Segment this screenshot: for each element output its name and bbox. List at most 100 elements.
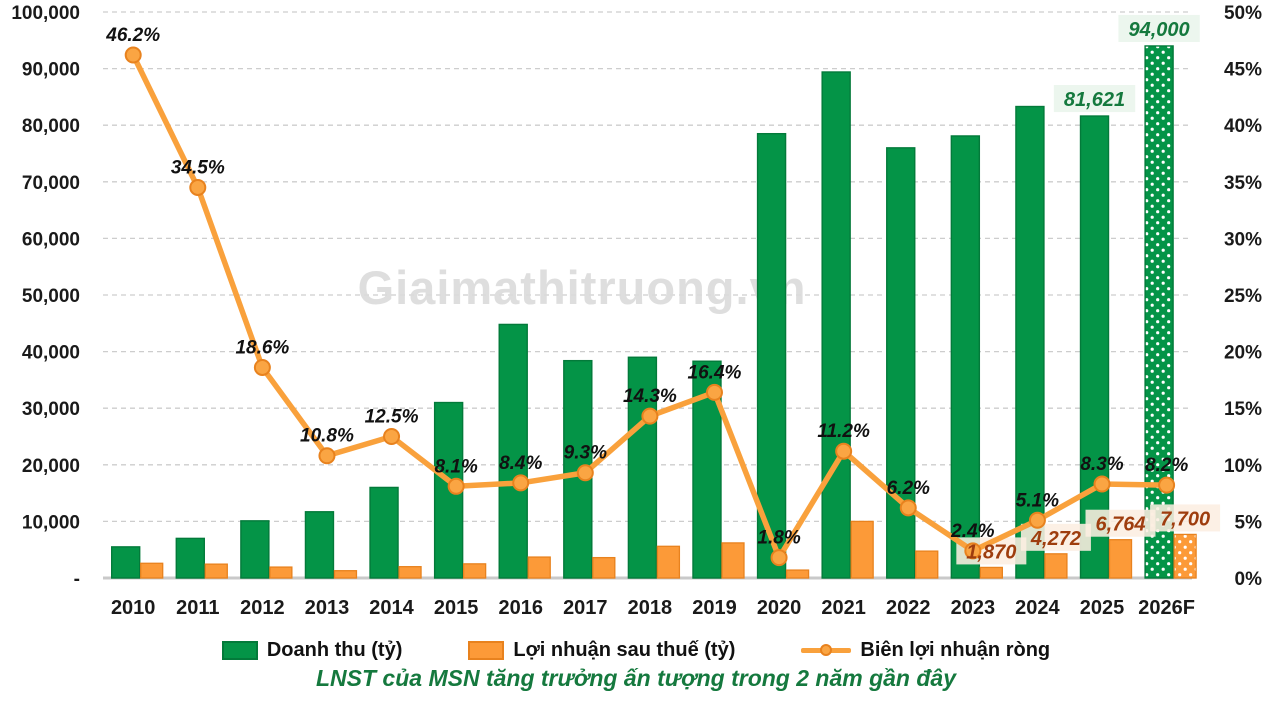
legend-item-profit: Lợi nhuận sau thuế (tỷ) <box>468 639 735 662</box>
svg-text:2024: 2024 <box>1015 597 1060 619</box>
legend-label-revenue: Doanh thu (tỷ) <box>266 638 403 661</box>
svg-text:8.3%: 8.3% <box>1080 454 1123 475</box>
svg-text:7,700: 7,700 <box>1160 508 1210 530</box>
svg-text:45%: 45% <box>1224 60 1262 81</box>
svg-text:2017: 2017 <box>563 597 608 619</box>
revenue-bar-2010 <box>110 546 141 579</box>
bar-value-labels: 81,621 94,000 1,870 4,272 6,764 7,700 <box>966 19 1210 563</box>
svg-text:10.8%: 10.8% <box>300 426 354 447</box>
svg-text:0%: 0% <box>1235 569 1263 590</box>
legend-label-margin: Biên lợi nhuận ròng <box>860 638 1051 661</box>
revenue-bar-2018 <box>627 356 658 579</box>
svg-text:10,000: 10,000 <box>22 512 80 533</box>
revenue-bar-2014 <box>369 486 399 579</box>
svg-text:35%: 35% <box>1224 173 1262 194</box>
svg-text:2015: 2015 <box>434 597 479 619</box>
svg-text:1,870: 1,870 <box>966 541 1016 563</box>
svg-text:40%: 40% <box>1224 116 1262 137</box>
profit-bar-2014 <box>398 566 422 579</box>
svg-text:2026F: 2026F <box>1138 597 1195 619</box>
revenue-bar-swatch-icon <box>221 640 258 660</box>
margin-line-points <box>124 46 1176 567</box>
profit-bar-2022 <box>915 550 939 579</box>
watermark: Giaimathitruong.vn <box>358 261 807 314</box>
svg-text:40,000: 40,000 <box>22 343 80 364</box>
svg-text:2010: 2010 <box>111 597 156 619</box>
combo-chart: - 10,000 20,000 30,000 40,000 50,000 60,000 70,… <box>11 3 1262 619</box>
bars-profit <box>140 520 1197 579</box>
svg-text:90,000: 90,000 <box>22 60 80 81</box>
x-axis-labels: 2010 2011 2012 2013 2014 2015 2016 2017 2018 2019… <box>111 597 1195 619</box>
svg-text:20,000: 20,000 <box>22 456 80 477</box>
svg-text:2014: 2014 <box>369 597 414 619</box>
profit-bar-2018 <box>656 545 681 579</box>
svg-text:-: - <box>74 569 80 590</box>
profit-bar-2021 <box>850 520 874 579</box>
revenue-bar-2012 <box>240 520 270 579</box>
svg-text:60,000: 60,000 <box>22 229 80 250</box>
profit-bar-swatch-icon <box>468 640 505 660</box>
svg-text:50,000: 50,000 <box>22 286 80 307</box>
svg-text:2025: 2025 <box>1080 597 1125 619</box>
profit-bar-2017 <box>592 556 616 579</box>
svg-text:2.4%: 2.4% <box>950 521 994 542</box>
profit-bar-2011 <box>204 563 228 579</box>
profit-bar-2026F <box>1173 533 1197 579</box>
svg-text:2012: 2012 <box>240 597 285 619</box>
svg-text:4,272: 4,272 <box>1030 528 1081 550</box>
profit-bar-2025 <box>1108 539 1133 579</box>
svg-text:6,764: 6,764 <box>1095 514 1145 536</box>
margin-line-swatch-icon <box>801 641 852 660</box>
svg-text:2013: 2013 <box>305 597 350 619</box>
revenue-bar-2020 <box>756 132 787 579</box>
profit-bar-2016 <box>527 556 551 579</box>
svg-text:5.1%: 5.1% <box>1016 490 1059 511</box>
chart-legend: Doanh thu (tỷ) Lợi nhuận sau thuế (tỷ) B… <box>0 634 1272 666</box>
bar-value-label-bg <box>956 14 1221 565</box>
profit-bar-2013 <box>333 570 358 579</box>
svg-text:2021: 2021 <box>821 597 866 619</box>
svg-text:18.6%: 18.6% <box>235 337 289 358</box>
svg-text:8.1%: 8.1% <box>434 456 477 477</box>
svg-text:46.2%: 46.2% <box>105 25 160 46</box>
svg-text:30%: 30% <box>1224 229 1262 250</box>
svg-text:2022: 2022 <box>886 597 931 619</box>
svg-text:8.4%: 8.4% <box>499 453 542 474</box>
svg-text:2018: 2018 <box>628 597 673 619</box>
svg-text:2019: 2019 <box>692 597 737 619</box>
svg-text:9.3%: 9.3% <box>564 443 607 464</box>
svg-text:2023: 2023 <box>951 597 996 619</box>
svg-text:1.8%: 1.8% <box>757 528 800 549</box>
svg-text:6.2%: 6.2% <box>887 478 930 499</box>
chart-title: LNST của MSN tăng trưởng ấn tượng trong … <box>315 665 957 691</box>
revenue-bar-2013 <box>304 511 335 579</box>
svg-text:16.4%: 16.4% <box>688 362 742 383</box>
right-axis-labels: 0% 5% 10% 15% 20% 25% 30% 35% 40% 45% 50% <box>1224 3 1262 590</box>
legend-item-revenue: Doanh thu (tỷ) <box>221 638 403 662</box>
svg-text:12.5%: 12.5% <box>365 407 419 428</box>
revenue-bar-2025 <box>1079 115 1110 579</box>
revenue-bar-2024 <box>1015 105 1045 579</box>
profit-bar-2023 <box>979 566 1003 579</box>
svg-text:15%: 15% <box>1224 399 1262 420</box>
svg-text:5%: 5% <box>1235 512 1263 533</box>
svg-text:10%: 10% <box>1224 456 1262 477</box>
svg-text:30,000: 30,000 <box>22 399 80 420</box>
profit-bar-2012 <box>269 566 293 579</box>
svg-text:2020: 2020 <box>757 597 802 619</box>
svg-text:50%: 50% <box>1224 3 1262 24</box>
revenue-bar-2011 <box>175 537 205 579</box>
svg-text:8.2%: 8.2% <box>1145 455 1188 476</box>
legend-item-margin: Biên lợi nhuận ròng <box>801 639 1050 662</box>
svg-text:2011: 2011 <box>176 597 219 619</box>
legend-label-profit: Lợi nhuận sau thuế (tỷ) <box>513 638 736 661</box>
svg-text:80,000: 80,000 <box>22 116 80 137</box>
left-axis-labels: - 10,000 20,000 30,000 40,000 50,000 60,000 70,… <box>11 3 80 590</box>
svg-text:70,000: 70,000 <box>22 173 80 194</box>
svg-text:34.5%: 34.5% <box>171 157 225 178</box>
profit-bar-2019 <box>721 542 745 579</box>
svg-text:81,621: 81,621 <box>1064 89 1125 111</box>
profit-bar-2010 <box>140 562 164 579</box>
svg-text:11.2%: 11.2% <box>817 421 870 442</box>
